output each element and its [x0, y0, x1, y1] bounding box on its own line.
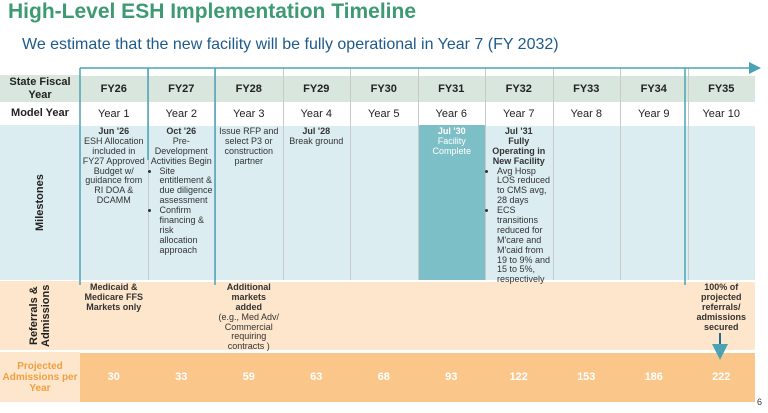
row-header: Model Year: [0, 102, 80, 125]
referral-text: (e.g., Med Adv/ Commercial requiring con…: [218, 311, 280, 352]
column-separator: [147, 68, 149, 280]
admissions-value: 122: [509, 371, 528, 383]
model-year: Year 8: [570, 107, 602, 120]
fiscal-year: FY26: [100, 82, 127, 95]
fiscal-year: FY34: [640, 82, 667, 95]
row-background: [80, 281, 755, 350]
fiscal-year: FY33: [573, 82, 600, 95]
fiscal-year: FY30: [370, 82, 397, 95]
milestone-list: Avg Hosp LOS reduced to CMS avg, 28 days…: [487, 166, 551, 286]
fiscal-year: FY28: [235, 82, 262, 95]
milestone-text: Facility Complete: [432, 135, 472, 156]
milestone-text: Break ground: [289, 135, 344, 146]
column-separator: [282, 68, 284, 280]
slide-subtitle: We estimate that the new facility will b…: [22, 36, 559, 53]
milestone-text: ESH Allocation included in FY27 Approved…: [82, 135, 145, 206]
model-year: Year 3: [233, 107, 265, 120]
row-header: Projected Admissions per Year: [0, 352, 80, 402]
referral: 100% of projected referrals/ admissions …: [688, 281, 756, 350]
milestone-date: Jul '31: [504, 126, 533, 136]
admissions-value: 30: [107, 371, 120, 383]
milestone: Jul '28 Break ground: [283, 125, 351, 275]
admissions-value: 68: [377, 371, 390, 383]
milestone-bullet: ECS transitions reduced for M'care and M…: [497, 205, 551, 285]
admissions-value: 63: [310, 371, 323, 383]
column-separator: [552, 68, 554, 280]
model-year: Year 9: [638, 107, 670, 120]
admissions-value: 186: [644, 371, 663, 383]
column-separator: [687, 68, 689, 280]
milestone-date: Oct '26: [166, 126, 197, 136]
column-separator: [350, 68, 351, 280]
model-year: Year 5: [368, 107, 400, 120]
milestone-title: Fully Operating in New Facility: [492, 135, 546, 166]
model-year: Year 10: [702, 107, 741, 120]
page-number: 6: [756, 397, 762, 407]
milestone-list: Site entitlement & due diligence assessm…: [150, 166, 214, 256]
referral-heading: 100% of projected referrals/ admissions …: [696, 282, 747, 332]
model-year: Year 7: [503, 107, 535, 120]
model-year: Year 4: [300, 107, 332, 120]
referral: Medicaid & Medicare FFS Markets only: [80, 281, 148, 350]
slide-title: High-Level ESH Implementation Timeline: [8, 0, 417, 23]
milestone: Jun '26 ESH Allocation included in FY27 A…: [80, 125, 148, 275]
milestone-date: Jul '30: [437, 126, 466, 136]
referral-heading: Additional markets added: [226, 282, 271, 312]
model-year: Year 1: [98, 107, 130, 120]
fiscal-year: FY32: [505, 82, 532, 95]
milestone: Jul '30 Facility Complete: [418, 125, 485, 280]
milestone-bullet: Avg Hosp LOS reduced to CMS avg, 28 days: [497, 166, 551, 207]
row-header: Referrals & Admissions: [0, 281, 80, 350]
fiscal-year: FY27: [168, 82, 195, 95]
row-header: State Fiscal Year: [0, 75, 80, 102]
admissions-value: 93: [445, 371, 458, 383]
admissions-value: 59: [242, 371, 255, 383]
milestone-text: Issue RFP and select P3 or construction …: [219, 126, 279, 166]
fiscal-year: FY31: [438, 82, 465, 95]
milestone: Issue RFP and select P3 or construction …: [215, 125, 283, 275]
admissions-value: 222: [712, 371, 731, 383]
row-header: Milestones: [0, 125, 80, 280]
column-separator: [620, 68, 621, 280]
admissions-value: 33: [175, 371, 188, 383]
fiscal-year: FY35: [708, 82, 735, 95]
milestone-text: Pre-Development Activities Begin: [150, 135, 212, 166]
referral-heading: Medicaid & Medicare FFS Markets only: [84, 282, 144, 312]
column-separator: [485, 68, 486, 280]
fiscal-year: FY29: [303, 82, 330, 95]
referral: Additional markets added (e.g., Med Adv/ …: [215, 281, 283, 352]
model-year: Year 6: [435, 107, 467, 120]
milestone-bullet: Confirm financing & risk allocation appr…: [160, 205, 214, 255]
admissions-value: 153: [577, 371, 596, 383]
milestone-date: Jun '26: [98, 126, 130, 136]
row-background: [80, 352, 755, 402]
milestone-date: Jul '28: [302, 126, 331, 136]
model-year: Year 2: [165, 107, 197, 120]
column-separator: [417, 68, 419, 280]
milestone-bullet: Site entitlement & due diligence assessm…: [160, 166, 214, 207]
